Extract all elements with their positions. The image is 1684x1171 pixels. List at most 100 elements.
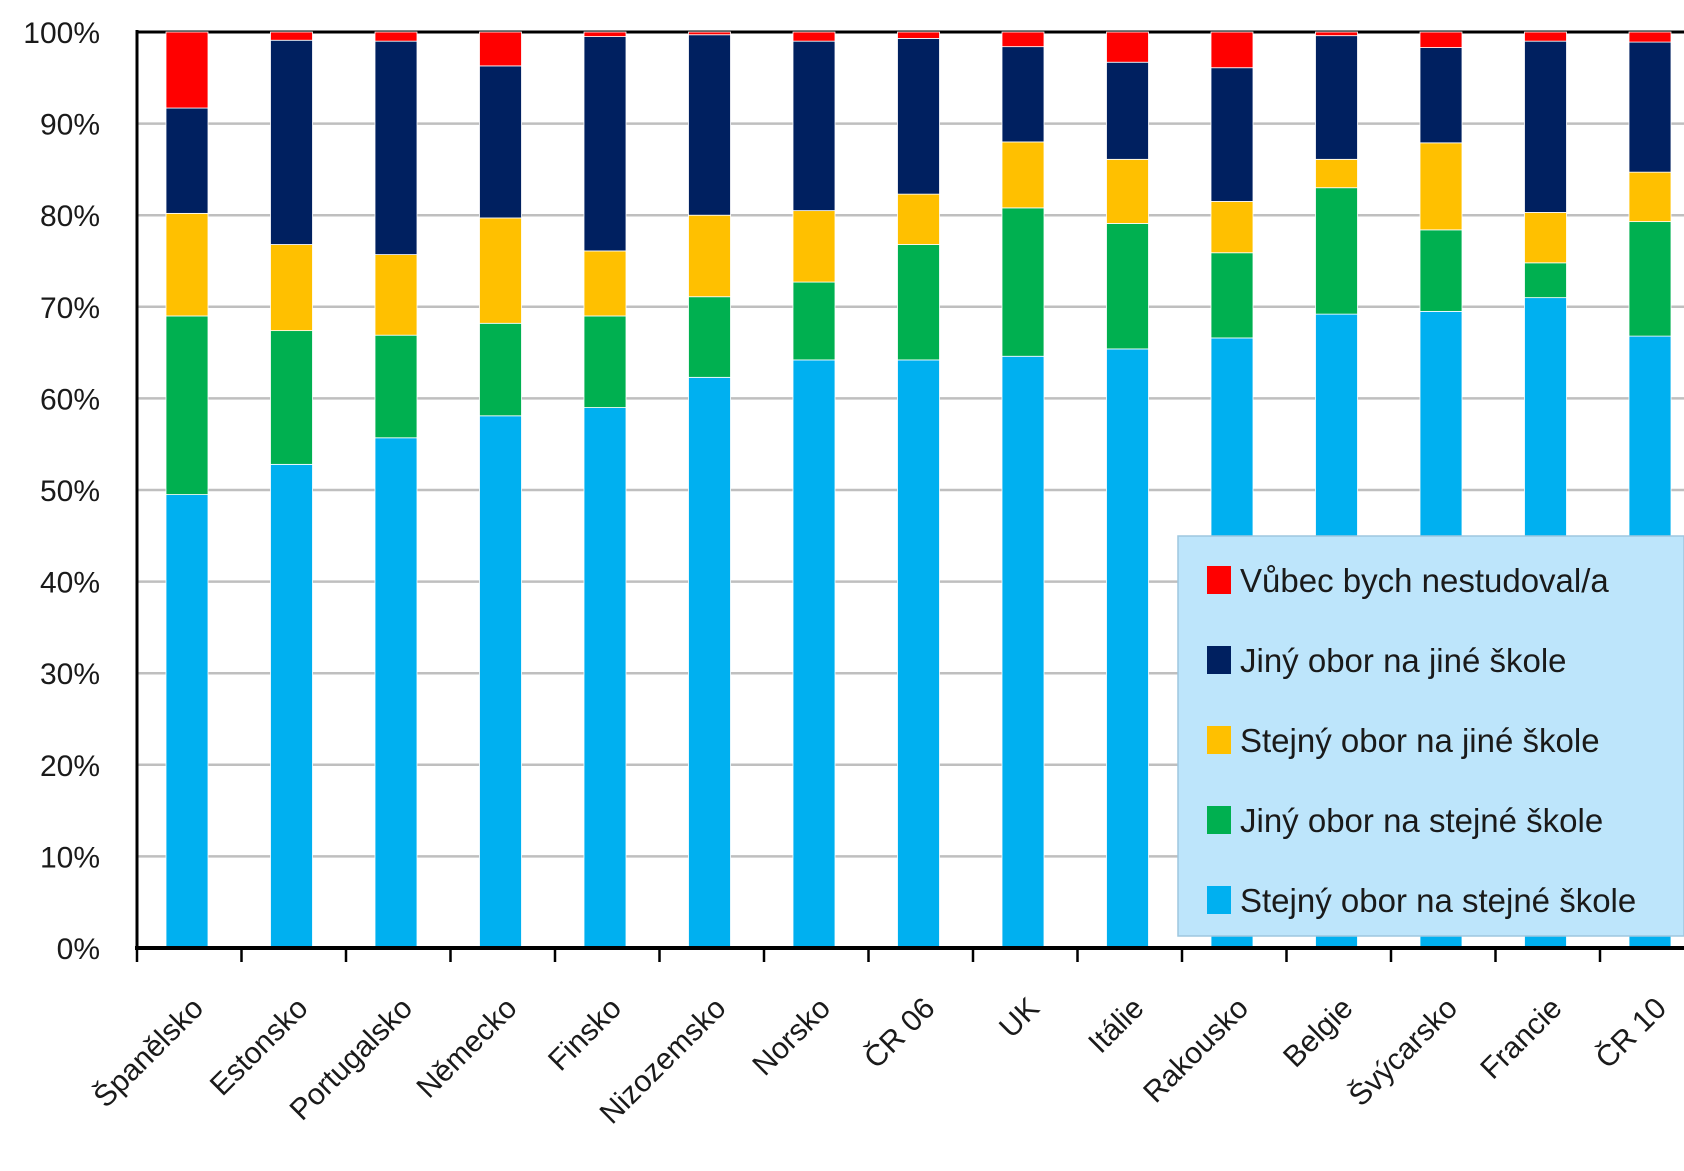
legend-entry-label: Jiný obor na stejné škole: [1240, 802, 1603, 839]
y-tick-label: 100%: [23, 17, 100, 50]
legend-entry-label: Jiný obor na jiné škole: [1240, 642, 1567, 679]
bar-segment: [1628, 221, 1672, 337]
legend-box: [1177, 535, 1684, 937]
bar-segment: [1106, 158, 1149, 224]
bar-segment: [583, 407, 627, 949]
legend: Vůbec bych nestudoval/a Jiný obor na jiné…: [1177, 535, 1684, 937]
x-tick-label: Estonsko: [204, 992, 315, 1103]
bar-segment: [792, 40, 836, 212]
bar-segment: [270, 330, 313, 465]
bar-segment: [479, 31, 522, 67]
legend-entry-label: Stejný obor na jiné škole: [1240, 722, 1600, 759]
y-tick-label: 80%: [40, 200, 100, 233]
x-tick-label: Itálie: [1082, 992, 1150, 1060]
bar-segment: [165, 494, 209, 949]
bar-segment: [1106, 31, 1149, 63]
bar-segment: [1106, 348, 1149, 949]
y-tick-label: 0%: [57, 933, 100, 966]
y-axis: 0% 10% 20% 30% 40% 50% 60% 70% 80% 90% 100%: [23, 17, 139, 966]
bar-segment: [897, 193, 940, 245]
bar-segment: [792, 210, 836, 283]
bar-segment: [1315, 158, 1358, 189]
bar-segment: [1419, 142, 1463, 231]
bar-segment: [1001, 355, 1045, 949]
bar-segment: [1106, 223, 1149, 350]
bar-segment: [1524, 31, 1567, 42]
bar-segment: [1419, 47, 1463, 144]
bar-segment: [374, 31, 418, 42]
bar-segment: [688, 214, 731, 298]
bar-segment: [897, 38, 940, 195]
bar-segment: [688, 376, 731, 949]
legend-swatch: [1207, 566, 1231, 594]
bar-segment: [897, 359, 940, 949]
bar-segment: [688, 296, 731, 378]
bar-segment: [374, 334, 418, 439]
bar-segment: [583, 315, 627, 408]
y-tick-label: 50%: [40, 475, 100, 508]
bar-segment: [1210, 201, 1254, 254]
bar-segment: [374, 437, 418, 949]
bar-segment: [1628, 171, 1672, 223]
bar-segment: [792, 31, 836, 42]
y-tick-label: 90%: [40, 109, 100, 142]
legend-entry-label: Stejný obor na stejné škole: [1240, 882, 1636, 919]
bar-segment: [897, 244, 940, 361]
x-tick-label: Švýcarsko: [1342, 991, 1464, 1113]
bar-segment: [583, 31, 627, 37]
bar-segment: [374, 40, 418, 255]
bar-segment: [479, 415, 522, 949]
legend-swatch: [1207, 646, 1231, 674]
bar-segment: [792, 359, 836, 949]
bar-segment: [1106, 61, 1149, 160]
bar-segment: [270, 39, 313, 245]
bar-segment: [1524, 262, 1567, 299]
bar-segment: [1315, 35, 1358, 160]
bar-segment: [1210, 31, 1254, 69]
bar-segment: [270, 244, 313, 332]
x-tick-label: ČR 10: [1589, 991, 1673, 1075]
bar-segment: [1210, 252, 1254, 339]
bar-segment: [688, 31, 731, 36]
bar-segment: [374, 254, 418, 336]
bar-segment: [1315, 187, 1358, 315]
x-tick-label: Rakousko: [1137, 992, 1255, 1110]
bar-segment: [1001, 46, 1045, 143]
x-tick-label: Belgie: [1277, 992, 1359, 1074]
bar-segment: [1628, 41, 1672, 173]
legend-swatch: [1207, 886, 1231, 914]
bar-segment: [479, 65, 522, 219]
bar-segment: [897, 31, 940, 39]
bar-segment: [1210, 67, 1254, 202]
bar-segment: [1001, 31, 1045, 48]
bar-segment: [1419, 31, 1463, 48]
y-tick-label: 70%: [40, 292, 100, 325]
x-tick-label: ČR 06: [857, 991, 941, 1075]
x-tick-label: Francie: [1474, 992, 1568, 1086]
x-tick-label: UK: [993, 992, 1046, 1045]
legend-swatch: [1207, 806, 1231, 834]
bar-segment: [1315, 31, 1358, 37]
bar-segment: [688, 34, 731, 216]
bar-segment: [583, 250, 627, 317]
bar-segment: [1524, 40, 1567, 213]
y-tick-label: 40%: [40, 567, 100, 600]
x-tick-label: Španělsko: [87, 991, 210, 1114]
bar-segment: [792, 281, 836, 361]
x-tick-label: Německo: [411, 992, 524, 1105]
bar-segment: [165, 31, 209, 109]
x-tick-label: Norsko: [746, 992, 837, 1083]
y-tick-label: 10%: [40, 841, 100, 874]
bar-segment: [479, 322, 522, 417]
y-tick-label: 60%: [40, 383, 100, 416]
bar-segment: [270, 31, 313, 41]
legend-entry-label: Vůbec bych nestudoval/a: [1240, 562, 1609, 599]
bar-segment: [1628, 31, 1672, 43]
bar-segment: [1001, 141, 1045, 209]
bar-segment: [1419, 229, 1463, 312]
bar-segment: [1001, 207, 1045, 357]
y-tick-label: 30%: [40, 658, 100, 691]
y-tick-label: 20%: [40, 750, 100, 783]
